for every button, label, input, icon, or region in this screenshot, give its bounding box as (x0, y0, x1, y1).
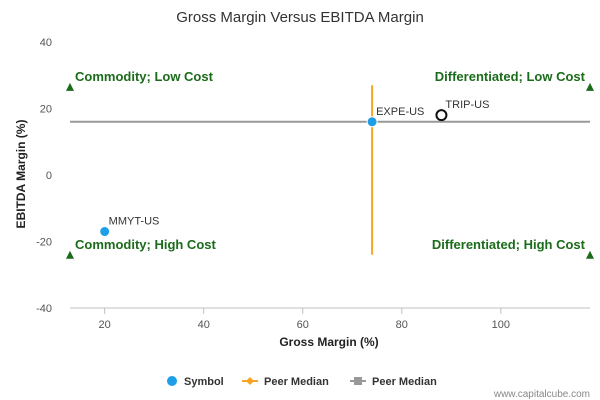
quadrant-label: Differentiated; Low Cost (435, 69, 586, 84)
quadrant-marker-triangle (586, 82, 594, 91)
y-tick-label: 20 (40, 104, 52, 116)
quadrant-marker-triangle (66, 82, 74, 91)
data-points: MMYT-US EXPE-US TRIP-US (99, 99, 489, 238)
data-point-label: MMYT-US (109, 216, 160, 228)
x-axis-ticks: 20 40 60 80 100 (99, 308, 510, 331)
x-tick-label: 60 (297, 319, 309, 331)
x-tick-label: 20 (99, 319, 111, 331)
quadrant-label: Differentiated; High Cost (432, 237, 586, 252)
quadrant-label: Commodity; High Cost (75, 237, 216, 252)
legend: Symbol Peer Median Peer Median (167, 376, 437, 388)
data-point-marker (366, 116, 378, 128)
legend-label: Symbol (184, 376, 224, 388)
x-tick-label: 80 (396, 319, 408, 331)
legend-label: Peer Median (372, 376, 437, 388)
quadrant-label: Commodity; Low Cost (75, 69, 214, 84)
legend-symbol-circle (167, 376, 177, 386)
y-tick-label: 0 (46, 170, 52, 182)
legend-label: Peer Median (264, 376, 329, 388)
chart-title: Gross Margin Versus EBITDA Margin (176, 9, 424, 26)
data-point-label: TRIP-US (445, 99, 489, 111)
data-point-marker (435, 109, 448, 122)
y-axis-ticks: 40 20 0 -20 -40 (36, 37, 52, 315)
x-axis-title: Gross Margin (%) (279, 335, 378, 349)
x-tick-label: 100 (492, 319, 510, 331)
y-axis-title: EBITDA Margin (%) (14, 120, 28, 229)
quadrant-labels: Commodity; Low Cost Differentiated; Low C… (75, 69, 586, 252)
data-point-marker (99, 226, 111, 238)
quadrant-marker-triangle (66, 250, 74, 259)
y-tick-label: 40 (40, 37, 52, 49)
y-tick-label: -40 (36, 303, 52, 315)
quadrant-markers (66, 82, 594, 259)
quadrant-marker-triangle (586, 250, 594, 259)
data-point-label: EXPE-US (376, 106, 424, 118)
x-tick-label: 40 (198, 319, 210, 331)
legend-square-marker (354, 377, 362, 385)
peer-median-lines (70, 85, 590, 255)
y-tick-label: -20 (36, 237, 52, 249)
watermark: www.capitalcube.com (493, 389, 590, 400)
legend-diamond-marker (246, 377, 254, 385)
